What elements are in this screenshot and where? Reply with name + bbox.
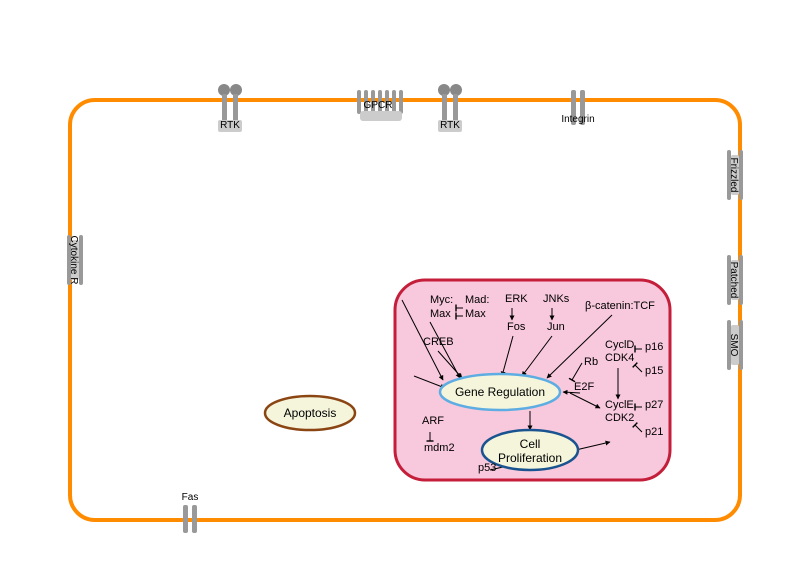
cdk4: CDK4: [605, 352, 634, 364]
myc-max-2: Max: [430, 308, 451, 320]
rtk-1-label: RTK: [220, 120, 240, 131]
jun: Jun: [547, 321, 565, 333]
fos: Fos: [507, 321, 526, 333]
frizzled-label: Frizzled: [728, 157, 739, 192]
mad-max: Mad:: [465, 294, 489, 306]
cytokine-r-label: Cytokine R: [68, 236, 79, 285]
p53: p53: [478, 462, 496, 474]
arf: ARF: [422, 415, 444, 427]
apoptosis-label: Apoptosis: [284, 406, 337, 420]
cycld: CyclD: [605, 339, 634, 351]
p16: p16: [645, 341, 663, 353]
pathway-diagram: RTK GPCR RTK Integrin Frizzled Patched SMO Cyto…: [0, 0, 800, 587]
p27: p27: [645, 399, 663, 411]
cell-proliferation-label2: Proliferation: [498, 451, 562, 465]
myc-max: Myc:: [430, 294, 453, 306]
gene-regulation-label: Gene Regulation: [455, 385, 545, 399]
fas-label: Fas: [182, 492, 199, 503]
erk: ERK: [505, 293, 528, 305]
patched-label: Patched: [728, 262, 739, 299]
b-catenin: β-catenin:TCF: [585, 300, 655, 312]
integrin-label: Integrin: [561, 114, 594, 125]
rb: Rb: [584, 356, 598, 368]
cell-proliferation-label: Cell: [520, 437, 541, 451]
cdk2: CDK2: [605, 412, 634, 424]
mad-max-2: Max: [465, 308, 486, 320]
cycle: CyclE: [605, 399, 634, 411]
gpcr-label: GPCR: [364, 100, 393, 111]
e2f: E2F: [574, 381, 594, 393]
rtk-2-label: RTK: [440, 120, 460, 131]
jnks: JNKs: [543, 293, 570, 305]
mdm2: mdm2: [424, 442, 455, 454]
creb: CREB: [423, 336, 454, 348]
p21: p21: [645, 426, 663, 438]
p15: p15: [645, 365, 663, 377]
smo-label: SMO: [728, 334, 739, 357]
